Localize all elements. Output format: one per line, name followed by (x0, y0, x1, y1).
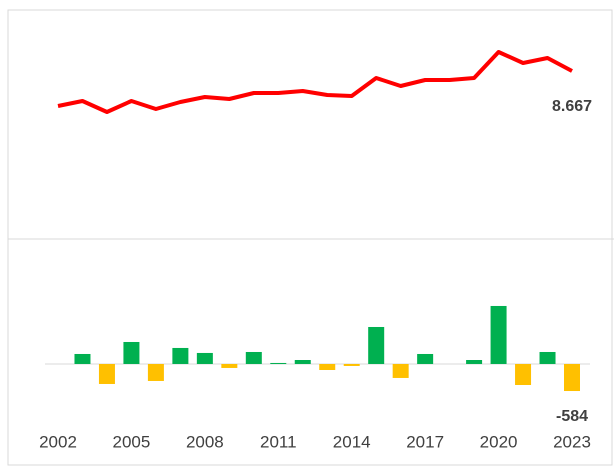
x-tick-label: 2002 (39, 432, 77, 451)
data-label: 8.667 (552, 98, 592, 115)
line (57, 50, 573, 114)
bar (147, 363, 164, 381)
bar (74, 353, 91, 364)
bar (245, 351, 262, 364)
bar (515, 363, 532, 385)
bar (196, 352, 213, 364)
bar (417, 353, 434, 364)
bar (564, 363, 580, 392)
x-tick-label: 2005 (113, 432, 151, 451)
data-label: -584 (556, 408, 588, 425)
x-tick-label: 2008 (186, 432, 224, 451)
bar (123, 341, 140, 364)
frame (7, 9, 613, 466)
bar (539, 351, 556, 364)
x-tick-label: 2014 (333, 432, 371, 451)
bar (392, 363, 409, 378)
bar (466, 360, 483, 364)
x-tick-label: 2011 (260, 432, 297, 451)
bar (294, 360, 311, 364)
x-tick-label: 2023 (553, 432, 591, 451)
bar (319, 363, 336, 370)
x-tick-label: 2020 (480, 432, 518, 451)
bar (343, 363, 360, 366)
bar (270, 362, 287, 364)
bar (368, 326, 385, 364)
bar (490, 305, 507, 364)
x-tick-label: 2017 (406, 432, 444, 451)
bar (172, 347, 189, 364)
bar (221, 363, 238, 368)
bar (98, 363, 115, 384)
